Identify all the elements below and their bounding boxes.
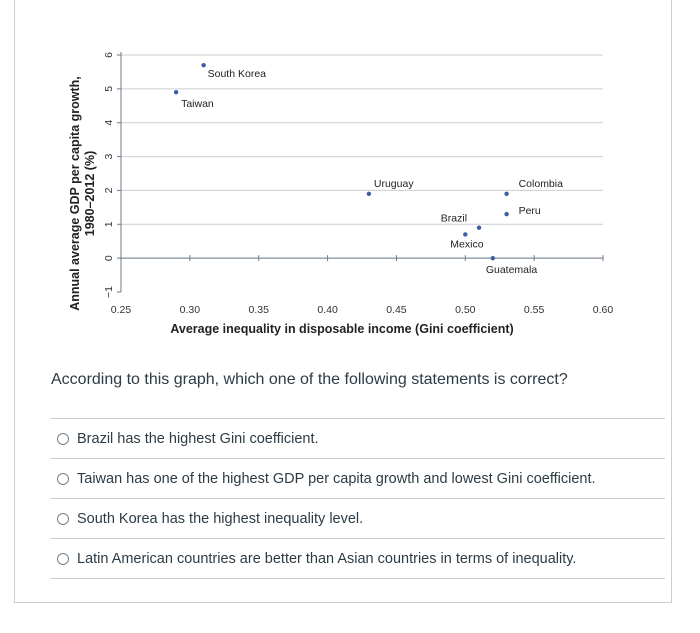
- question-text: According to this graph, which one of th…: [51, 371, 568, 388]
- data-point-colombia: [504, 191, 509, 197]
- scatter-chart: −1 0 1 2 3 4 5 6 0.25 0.30 0.35 0.40 0.45 0.50 0.55 0.6…: [68, 52, 614, 336]
- point-label-colombia: Colombia: [519, 178, 564, 190]
- x-axis-title: Average inequality in disposable income …: [170, 322, 513, 336]
- answer-label: Brazil has the highest Gini coefficient.: [77, 430, 319, 447]
- y-tick-label: 0: [103, 255, 115, 261]
- answer-option-3[interactable]: South Korea has the highest inequality l…: [51, 498, 665, 538]
- y-tick-label: 4: [103, 120, 115, 126]
- answer-label: Taiwan has one of the highest GDP per ca…: [77, 470, 596, 487]
- x-tick-label: 0.40: [317, 304, 338, 316]
- data-point-south-korea: [201, 62, 206, 68]
- answer-label: Latin American countries are better than…: [77, 550, 577, 567]
- x-tick-label: 0.25: [111, 304, 132, 316]
- y-axis-title-line-1: Annual average GDP per capita growth,: [68, 76, 82, 311]
- answer-option-4[interactable]: Latin American countries are better than…: [51, 538, 665, 578]
- x-tick-label: 0.50: [455, 304, 476, 316]
- answer-label: South Korea has the highest inequality l…: [77, 510, 364, 527]
- point-label-south-korea: South Korea: [208, 68, 267, 80]
- y-tick-label: 2: [103, 187, 115, 193]
- point-label-taiwan: Taiwan: [181, 98, 214, 110]
- y-tick-label: 3: [103, 153, 115, 159]
- radio-button-icon[interactable]: [57, 512, 69, 525]
- point-label-mexico: Mexico: [450, 238, 483, 250]
- data-point-taiwan: [173, 90, 179, 95]
- data-point-guatemala: [490, 255, 496, 261]
- answer-option-2[interactable]: Taiwan has one of the highest GDP per ca…: [51, 458, 665, 498]
- y-axis-title-line-2: 1980–2012 (%): [83, 151, 97, 236]
- x-tick-label: 0.35: [248, 304, 269, 316]
- answer-list-divider: [51, 578, 665, 579]
- data-point-mexico: [463, 232, 468, 237]
- y-tick-label: 5: [103, 86, 115, 92]
- data-point-peru: [504, 211, 509, 217]
- x-tick-label: 0.60: [593, 304, 614, 316]
- data-point-brazil: [476, 225, 482, 230]
- y-tick-label: 1: [103, 221, 115, 227]
- point-label-brazil: Brazil: [441, 213, 467, 225]
- question-card: −1 0 1 2 3 4 5 6 0.25 0.30 0.35 0.40 0.45 0.50 0.55 0.6…: [14, 0, 672, 603]
- data-point-uruguay: [366, 191, 372, 197]
- radio-button-icon[interactable]: [57, 552, 69, 565]
- x-tick-label: 0.30: [180, 304, 201, 316]
- radio-button-icon[interactable]: [57, 472, 69, 485]
- point-label-guatemala: Guatemala: [486, 264, 538, 276]
- point-label-uruguay: Uruguay: [374, 178, 414, 190]
- x-tick-label: 0.55: [524, 304, 545, 316]
- y-tick-label: 6: [103, 52, 115, 58]
- y-tick-label: −1: [103, 286, 115, 298]
- radio-button-icon[interactable]: [57, 432, 69, 445]
- answer-option-1[interactable]: Brazil has the highest Gini coefficient.: [51, 418, 665, 458]
- answer-list: Brazil has the highest Gini coefficient.…: [51, 418, 665, 579]
- point-label-peru: Peru: [519, 205, 541, 217]
- x-tick-label: 0.45: [386, 304, 407, 316]
